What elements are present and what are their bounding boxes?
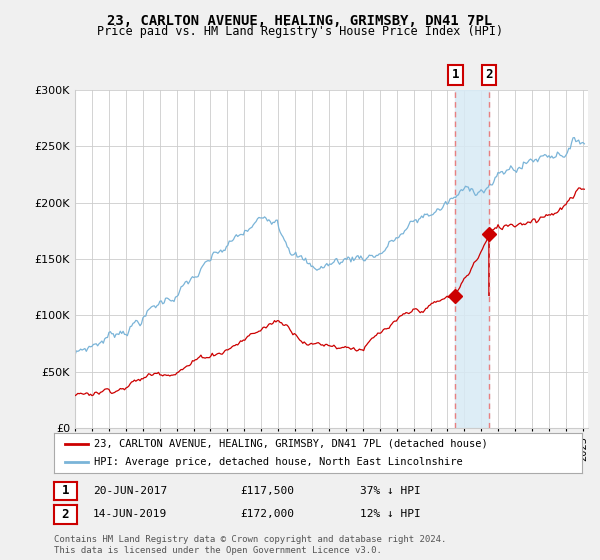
- Text: Contains HM Land Registry data © Crown copyright and database right 2024.
This d: Contains HM Land Registry data © Crown c…: [54, 535, 446, 555]
- Text: 2: 2: [62, 508, 69, 521]
- Text: £117,500: £117,500: [240, 486, 294, 496]
- Text: 1: 1: [62, 484, 69, 497]
- Text: HPI: Average price, detached house, North East Lincolnshire: HPI: Average price, detached house, Nort…: [94, 458, 463, 467]
- Text: 20-JUN-2017: 20-JUN-2017: [93, 486, 167, 496]
- Text: 23, CARLTON AVENUE, HEALING, GRIMSBY, DN41 7PL (detached house): 23, CARLTON AVENUE, HEALING, GRIMSBY, DN…: [94, 439, 487, 449]
- Text: 37% ↓ HPI: 37% ↓ HPI: [360, 486, 421, 496]
- Text: 12% ↓ HPI: 12% ↓ HPI: [360, 510, 421, 519]
- Text: 14-JUN-2019: 14-JUN-2019: [93, 510, 167, 519]
- Text: 2: 2: [485, 68, 493, 81]
- Bar: [455, 90, 489, 428]
- Text: 23, CARLTON AVENUE, HEALING, GRIMSBY, DN41 7PL: 23, CARLTON AVENUE, HEALING, GRIMSBY, DN…: [107, 14, 493, 28]
- Text: 1: 1: [452, 68, 459, 81]
- Text: Price paid vs. HM Land Registry's House Price Index (HPI): Price paid vs. HM Land Registry's House …: [97, 25, 503, 38]
- Text: £172,000: £172,000: [240, 510, 294, 519]
